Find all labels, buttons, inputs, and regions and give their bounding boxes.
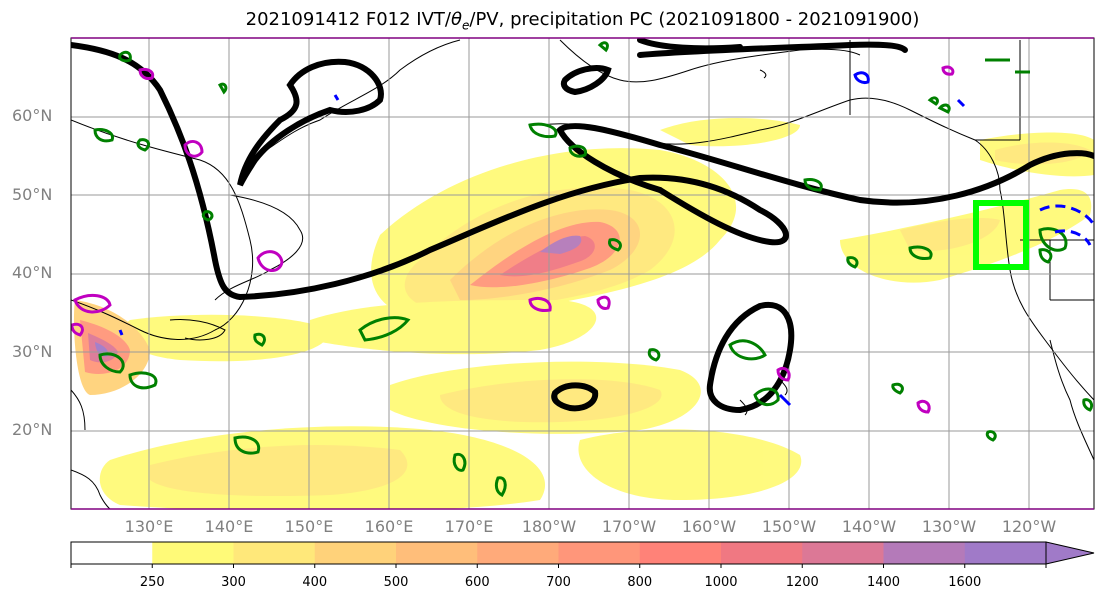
lon-label-170w: 170°W bbox=[601, 517, 657, 536]
lon-label-120w: 120°W bbox=[1001, 517, 1057, 536]
precip-contours-green bbox=[93, 41, 1094, 497]
lon-label-140w: 140°W bbox=[841, 517, 897, 536]
lat-label-60: 60°N bbox=[12, 106, 53, 125]
colorbar-label: 800 bbox=[627, 575, 653, 590]
colorbar-label: 600 bbox=[464, 575, 490, 590]
lon-label-150w: 150°W bbox=[761, 517, 817, 536]
lon-label-180w: 180°W bbox=[521, 517, 577, 536]
lon-label-130e: 130°E bbox=[124, 517, 174, 536]
lon-label-150e: 150°E bbox=[284, 517, 334, 536]
target-region-box bbox=[973, 200, 1029, 270]
map-title: 2021091412 F012 IVT/θe/PV, precipitation… bbox=[245, 9, 920, 33]
colorbar-label: 250 bbox=[139, 575, 165, 590]
lat-label-20: 20°N bbox=[12, 420, 53, 439]
lon-label-130w: 130°W bbox=[921, 517, 977, 536]
colorbar-label: 300 bbox=[221, 575, 246, 590]
lon-label-140e: 140°E bbox=[204, 517, 254, 536]
lon-label-170e: 170°E bbox=[444, 517, 494, 536]
negative-pv-contours bbox=[71, 65, 955, 414]
colorbar-label: 1200 bbox=[785, 575, 819, 590]
lat-label-40: 40°N bbox=[12, 263, 53, 282]
colorbar-label: 500 bbox=[383, 575, 409, 590]
lat-label-50: 50°N bbox=[12, 185, 53, 204]
graticule bbox=[71, 38, 1094, 509]
lon-label-160w: 160°W bbox=[681, 517, 737, 536]
colorbar-label: 1400 bbox=[866, 575, 901, 590]
blue-contours bbox=[118, 71, 1094, 407]
colorbar-label: 400 bbox=[302, 575, 328, 590]
lat-label-30: 30°N bbox=[12, 342, 53, 361]
colorbar-label: 1000 bbox=[704, 575, 738, 590]
colorbar-label: 1600 bbox=[948, 575, 982, 590]
lon-label-160e: 160°E bbox=[364, 517, 414, 536]
colorbar-label: 700 bbox=[546, 575, 571, 590]
pv-contours bbox=[71, 38, 1094, 414]
